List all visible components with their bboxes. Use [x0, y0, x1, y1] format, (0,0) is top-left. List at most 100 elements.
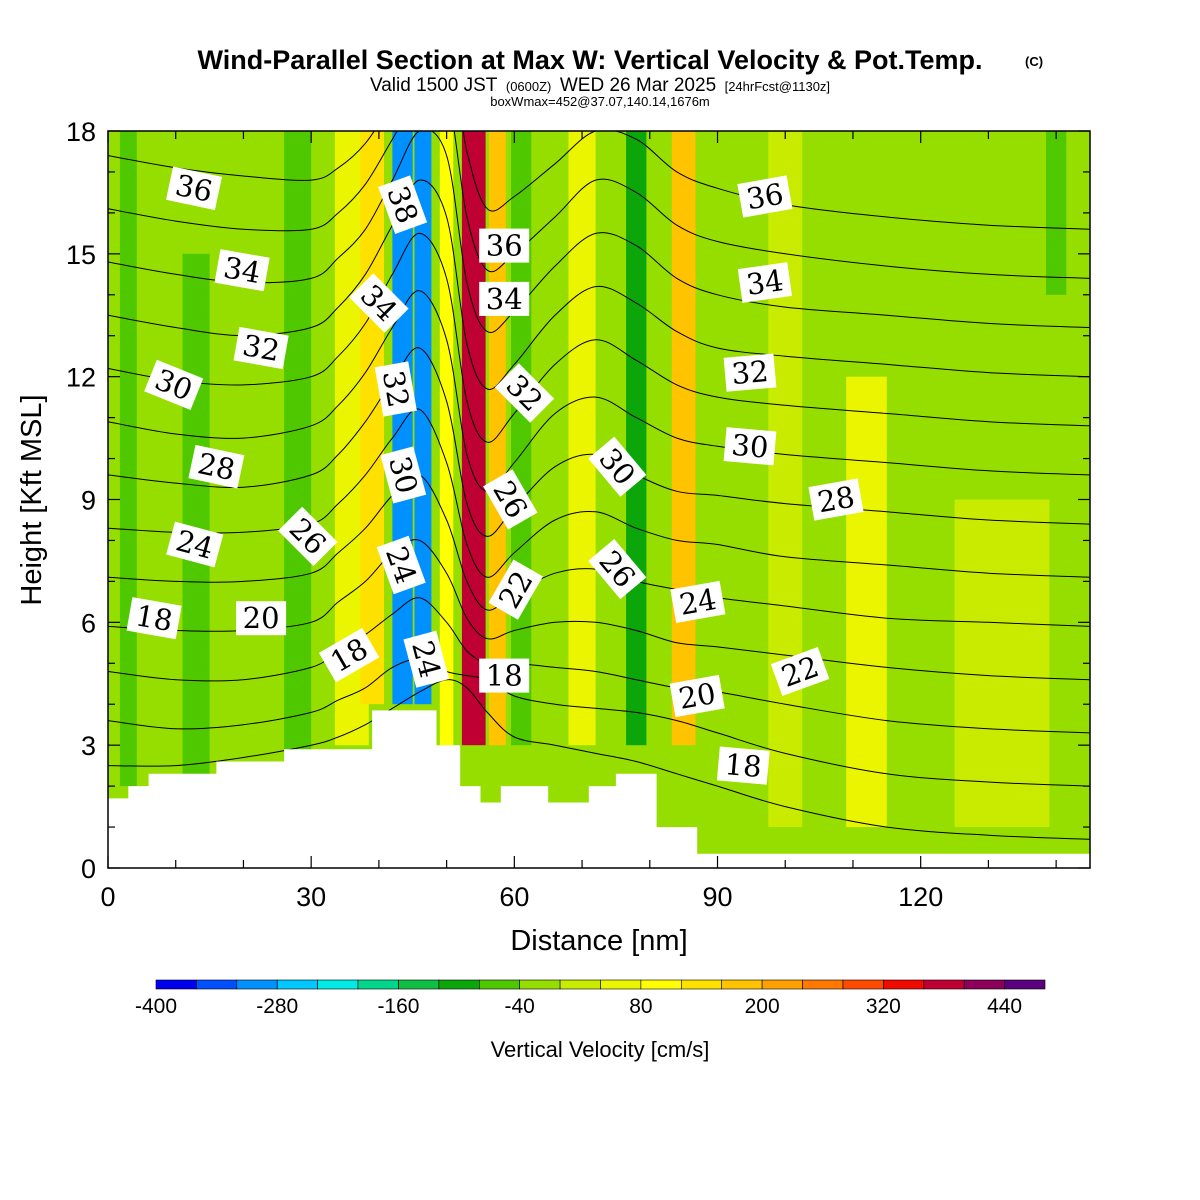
colorbar-swatch-12: [640, 979, 682, 990]
contour-label-text: 36: [744, 177, 786, 217]
x-tick-label: 30: [296, 882, 326, 912]
contour-label-7: 20: [236, 601, 287, 636]
contour-label-5: 24: [166, 521, 224, 568]
contour-label-4: 28: [188, 444, 245, 489]
contour-label-29: 32: [723, 353, 777, 392]
colorbar-swatch-0: [155, 979, 197, 990]
colorbar-swatch-2: [236, 979, 278, 990]
contour-label-22: 30: [588, 436, 647, 497]
contour-label-box: [483, 469, 538, 530]
contour-label-box: [318, 627, 380, 683]
copyright-mark: (C): [1025, 54, 1043, 69]
chart-title: Wind-Parallel Section at Max W: Vertical…: [198, 45, 983, 75]
isentrope-4: [108, 473, 1090, 627]
colorbar-swatch-1: [196, 979, 238, 990]
colorbar-swatch-14: [721, 979, 763, 990]
isentrope-9: [108, 179, 1090, 390]
contour-label-box: [723, 427, 777, 466]
contour-label-20: 22: [488, 559, 543, 620]
contour-label-box: [236, 601, 287, 636]
contour-label-30: 30: [723, 427, 777, 466]
x-tick-label: 90: [702, 882, 732, 912]
contour-label-box: [770, 646, 830, 697]
y-tick-label: 12: [66, 363, 96, 393]
contour-label-box: [479, 658, 530, 693]
velocity-band-17: [954, 499, 1050, 828]
velocity-band-10: [511, 131, 532, 746]
colorbar-tick-label: -280: [256, 995, 298, 1018]
colorbar: -400 -280 -160 -40 80 200 320 440: [135, 979, 1046, 1018]
colorbar-tick-label: -400: [135, 995, 177, 1018]
contour-label-11: 34: [349, 273, 409, 333]
contour-label-text: 20: [243, 601, 280, 635]
y-tick-label: 18: [66, 117, 96, 147]
x-tick-label: 120: [898, 882, 943, 912]
velocity-band-16: [846, 376, 887, 828]
valid-time: Valid 1500 JST: [370, 75, 498, 96]
velocity-band-9: [488, 131, 506, 746]
colorbar-swatch-10: [559, 979, 601, 990]
box-wmax-line: boxWmax=452@37.07,140.14,1676m: [490, 94, 710, 109]
contour-label-text: 32: [730, 354, 770, 391]
colorbar-swatch-15: [761, 979, 803, 990]
contour-label-text: 18: [133, 598, 175, 638]
colorbar-tick-label: 200: [745, 995, 780, 1018]
velocity-band-1: [182, 253, 210, 787]
colorbar-swatch-8: [478, 979, 520, 990]
colorbar-swatch-18: [883, 979, 925, 990]
valid-date: WED 26 Mar 2025: [560, 75, 716, 96]
contour-label-box: [349, 273, 409, 333]
field-background: [108, 131, 1090, 868]
contour-label-box: [188, 444, 245, 489]
contour-label-28: 34: [737, 262, 793, 303]
contour-label-box: [479, 228, 530, 263]
contour-label-21: 18: [479, 658, 530, 693]
contour-label-box: [669, 674, 725, 718]
velocity-band-6: [414, 131, 432, 705]
valid-zulu: (0600Z): [506, 79, 552, 94]
colorbar-swatch-16: [802, 979, 844, 990]
isentrope-12: [108, 131, 1090, 230]
contour-label-text: 36: [172, 168, 215, 209]
colorbar-swatch-3: [276, 979, 318, 990]
terrain-mask: [108, 710, 1090, 868]
velocity-band-8: [461, 131, 486, 746]
colorbar-tick-label: -160: [377, 995, 419, 1018]
contour-label-1: 34: [214, 249, 270, 292]
colorbar-swatch-21: [1004, 979, 1046, 990]
x-tick-label: 60: [499, 882, 529, 912]
colorbar-swatch-17: [842, 979, 884, 990]
contour-label-text: 20: [676, 676, 718, 716]
velocity-band-13: [671, 131, 696, 746]
contour-label-box: [716, 746, 770, 785]
y-tick-label: 3: [81, 731, 96, 761]
contour-label-13: 30: [380, 446, 427, 504]
isentrope-5: [108, 408, 1090, 578]
contour-label-box: [233, 326, 289, 370]
x-axis-label: Distance [nm]: [510, 925, 687, 957]
velocity-band-2: [284, 131, 312, 787]
contour-label-box: [737, 175, 793, 218]
velocity-band-15: [768, 131, 803, 828]
velocity-band-18: [1046, 131, 1067, 295]
contour-label-12: 32: [374, 361, 417, 417]
contour-label-box: [479, 281, 530, 316]
contour-label-box: [588, 436, 647, 497]
contour-label-25: 20: [669, 674, 725, 718]
contour-label-box: [374, 361, 417, 417]
y-tick-label: 0: [81, 854, 96, 884]
contour-label-box: [144, 359, 204, 411]
isentrope-6: [108, 347, 1090, 537]
velocity-field: [108, 131, 1090, 868]
velocity-band-11: [568, 131, 596, 746]
velocity-band-7: [439, 131, 454, 746]
colorbar-swatch-13: [680, 979, 722, 990]
contour-label-text: 34: [486, 282, 523, 316]
contour-label-14: 24: [376, 535, 426, 595]
contour-label-box: [670, 580, 726, 623]
contour-label-26: 18: [716, 746, 770, 785]
contour-label-text: 28: [195, 446, 238, 487]
colorbar-swatch-5: [357, 979, 399, 990]
